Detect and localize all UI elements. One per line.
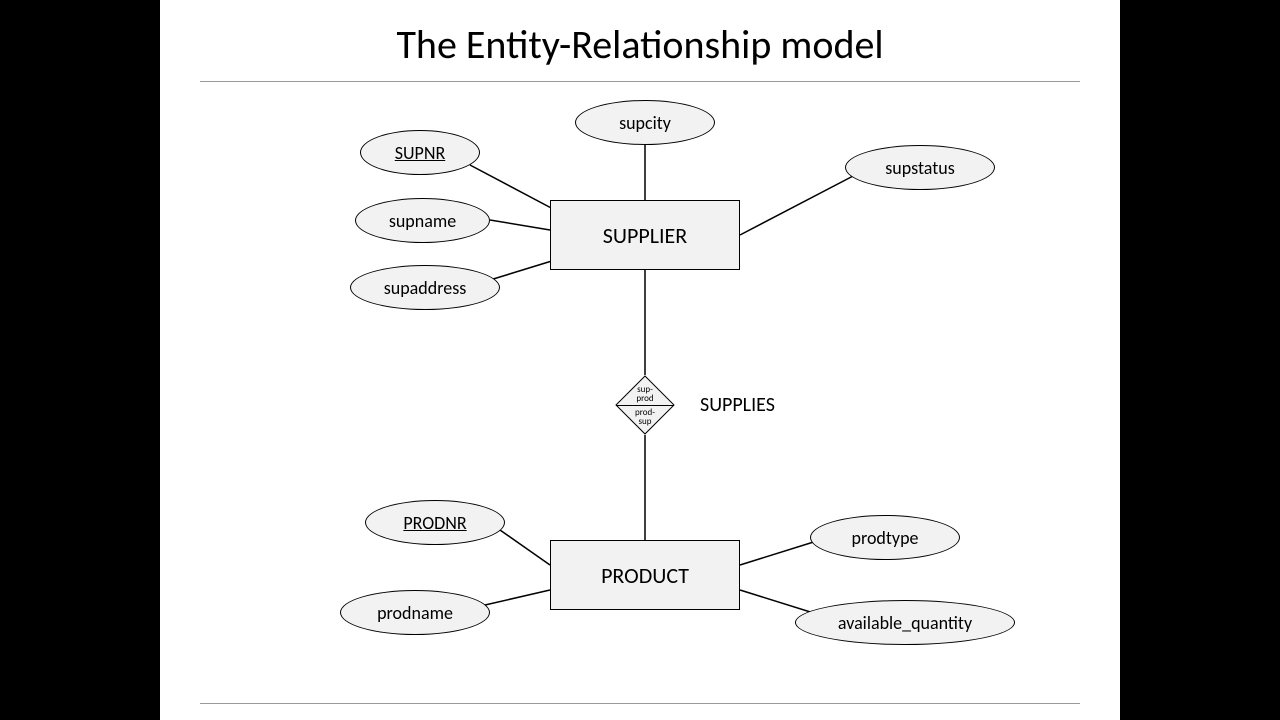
entity-product: PRODUCT <box>550 540 740 610</box>
attribute-label: supname <box>389 210 456 232</box>
attribute-supstatus: supstatus <box>845 145 995 190</box>
relationship-supplies: sup-prod prod-sup <box>615 365 675 445</box>
attribute-prodtype: prodtype <box>810 515 960 560</box>
attribute-label: PRODNR <box>403 512 466 534</box>
title-divider <box>200 81 1080 82</box>
attribute-label: supstatus <box>885 157 955 179</box>
entity-label: SUPPLIER <box>603 222 687 249</box>
attribute-label: prodname <box>377 602 453 624</box>
diamond-divider <box>616 405 674 406</box>
attribute-label: supcity <box>619 112 671 134</box>
attribute-supcity: supcity <box>575 100 715 145</box>
page-title: The Entity-Relationship model <box>160 0 1120 81</box>
attribute-label: prodtype <box>852 527 919 549</box>
entity-label: PRODUCT <box>601 562 689 589</box>
attribute-available-quantity: available_quantity <box>795 600 1015 645</box>
attribute-label: SUPNR <box>395 142 446 164</box>
attribute-supnr: SUPNR <box>360 130 480 175</box>
attribute-label: available_quantity <box>838 612 972 634</box>
relationship-label: SUPPLIES <box>700 393 775 417</box>
role-top: sup-prod <box>630 385 660 403</box>
entity-supplier: SUPPLIER <box>550 200 740 270</box>
er-diagram: SUPPLIER PRODUCT SUPNR supname supaddres… <box>160 90 1120 700</box>
footer-divider <box>200 703 1080 704</box>
attribute-prodnr: PRODNR <box>365 500 505 545</box>
attribute-label: supaddress <box>384 277 467 299</box>
attribute-supaddress: supaddress <box>350 265 500 310</box>
slide: The Entity-Relationship model SUPPLIER P… <box>160 0 1120 720</box>
attribute-supname: supname <box>355 198 490 243</box>
role-bottom: prod-sup <box>630 408 660 426</box>
attribute-prodname: prodname <box>340 590 490 635</box>
